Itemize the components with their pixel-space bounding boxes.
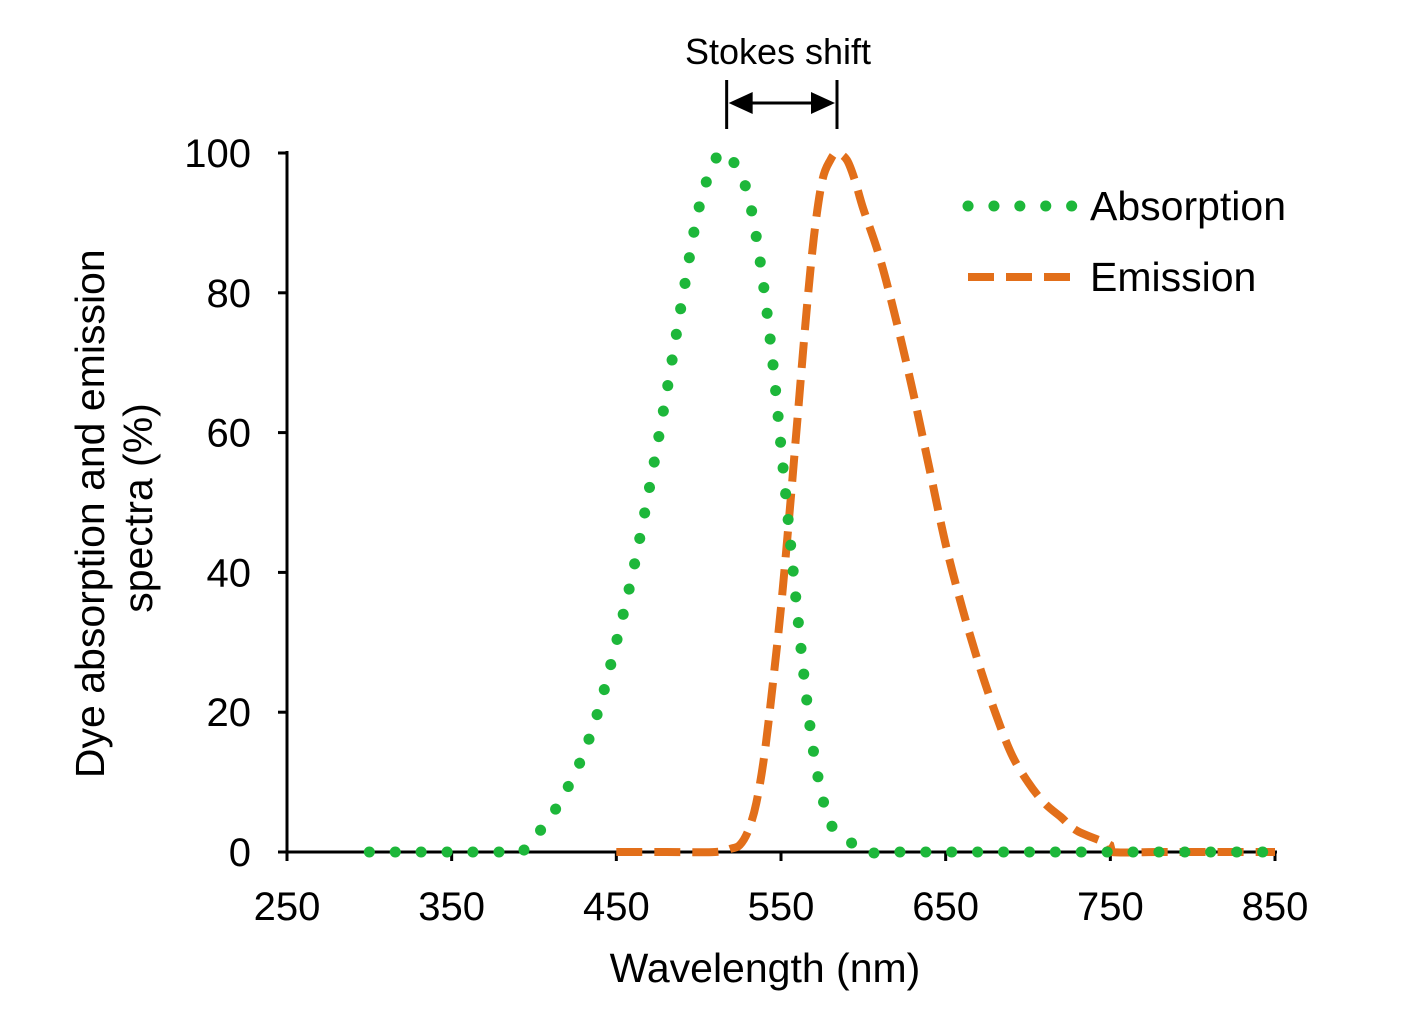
y-axis-label-line-1: Dye absorption and emission — [67, 249, 113, 778]
stokes-shift-label: Stokes shift — [685, 31, 871, 72]
legend-label-emission: Emission — [1090, 254, 1256, 300]
stokes-shift-right-arrowhead — [810, 92, 835, 114]
stokes-shift-left-arrowhead — [728, 92, 753, 114]
y-tick-label: 0 — [229, 831, 251, 875]
x-axis-ticks: 250 350 450 550 650 750 850 — [254, 852, 1309, 929]
x-axis-label: Wavelength (nm) — [610, 945, 921, 991]
y-tick-label: 60 — [207, 412, 252, 456]
legend-item-absorption: Absorption — [962, 183, 1286, 229]
x-tick-label: 750 — [1077, 885, 1144, 929]
x-tick-label: 250 — [254, 885, 321, 929]
y-axis-label-line-2: spectra (%) — [115, 403, 161, 613]
x-tick-label: 650 — [912, 885, 979, 929]
legend: Absorption Emission — [962, 183, 1286, 300]
y-tick-label: 100 — [184, 132, 251, 176]
y-axis-ticks: 0 20 40 60 80 100 — [184, 132, 287, 875]
y-tick-label: 20 — [207, 691, 252, 735]
y-tick-label: 40 — [207, 551, 252, 595]
x-tick-label: 450 — [583, 885, 650, 929]
y-axis-label: Dye absorption and emission spectra (%) — [67, 238, 161, 778]
legend-item-emission: Emission — [968, 254, 1256, 300]
y-tick-label: 80 — [207, 272, 252, 316]
x-tick-label: 850 — [1242, 885, 1309, 929]
stokes-shift-annotation: Stokes shift — [685, 31, 871, 129]
legend-label-absorption: Absorption — [1090, 183, 1286, 229]
x-tick-label: 550 — [748, 885, 815, 929]
x-tick-label: 350 — [418, 885, 485, 929]
